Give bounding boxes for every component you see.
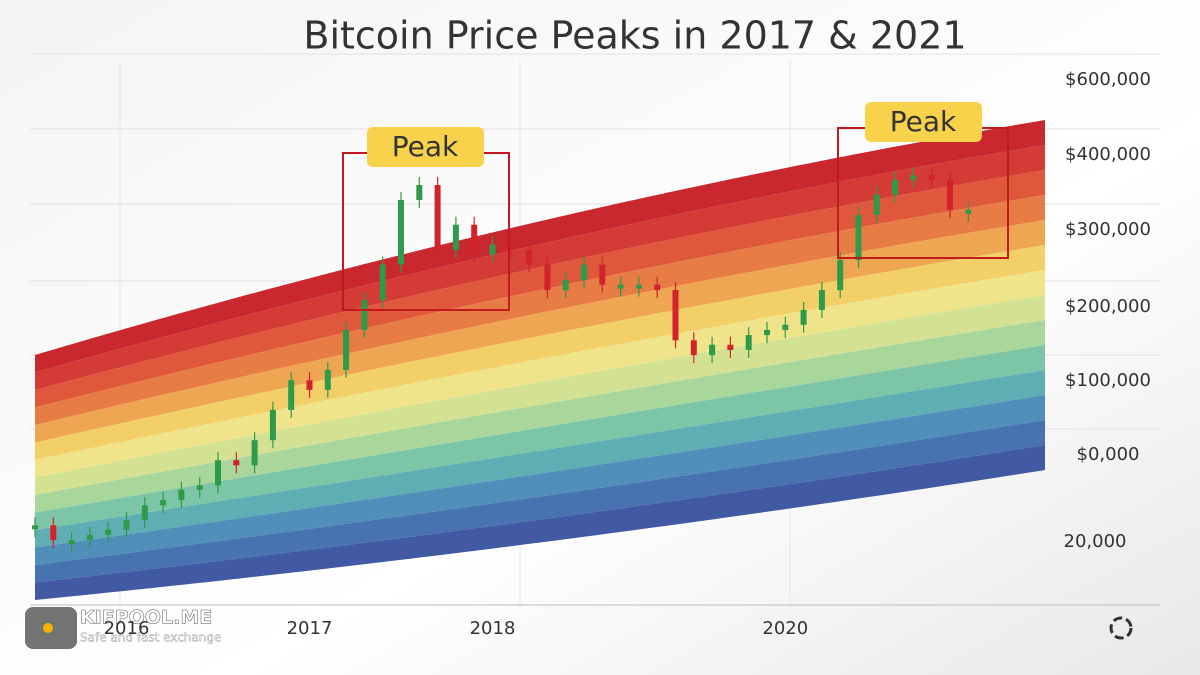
x-tick-label: 2017: [287, 618, 333, 639]
candle: [324, 369, 331, 390]
y-tick-label: $0,000: [1077, 444, 1140, 465]
candle: [947, 179, 953, 210]
band: [35, 270, 1045, 478]
candle: [654, 284, 661, 291]
x-tick-label: 2016: [104, 618, 150, 639]
candle: [416, 185, 423, 200]
candle: [68, 540, 75, 545]
candle: [800, 309, 807, 325]
candle: [105, 529, 112, 535]
candle: [745, 335, 752, 350]
settings-icon: [1109, 616, 1133, 640]
band: [35, 320, 1045, 513]
candle: [635, 284, 642, 289]
candle: [288, 380, 295, 410]
candle: [233, 460, 240, 466]
candle: [837, 260, 844, 291]
candle: [690, 340, 697, 356]
annotation-badge: [865, 102, 982, 142]
candle: [764, 329, 770, 336]
annotation: Peak: [392, 130, 459, 163]
candle: [910, 175, 917, 180]
candle: [928, 175, 935, 180]
y-tick-label: $600,000: [1065, 69, 1151, 90]
band: [35, 120, 1045, 373]
candle: [141, 505, 148, 521]
candle: [782, 324, 789, 330]
band: [35, 370, 1045, 548]
band: [35, 195, 1045, 425]
candle: [86, 534, 93, 541]
band: [35, 420, 1045, 583]
candle: [892, 179, 899, 195]
band: [35, 295, 1045, 495]
band: [35, 220, 1045, 443]
chart-title: Bitcoin Price Peaks in 2017 & 2021: [303, 14, 966, 58]
candle: [562, 280, 569, 291]
band: [35, 345, 1045, 530]
candle: [123, 520, 130, 530]
candle: [452, 224, 459, 251]
band: [35, 245, 1045, 460]
annotation-badge: [367, 127, 484, 167]
candle: [855, 215, 862, 261]
candle: [398, 200, 404, 265]
candle: [873, 194, 880, 215]
candle: [965, 209, 972, 214]
candle: [471, 224, 478, 255]
candle: [160, 500, 167, 506]
y-tick-label: 20,000: [1064, 531, 1127, 552]
watermark-tagline: Safe and fast exchange: [80, 631, 221, 645]
candle: [489, 244, 496, 255]
band: [35, 395, 1045, 565]
candle: [507, 244, 514, 251]
y-tick-label: $400,000: [1065, 144, 1151, 165]
x-tick-label: 2018: [470, 618, 516, 639]
candle: [306, 380, 313, 390]
candle: [343, 329, 350, 370]
candle: [196, 485, 203, 490]
candle: [727, 344, 734, 350]
watermark-brand: KIFPOOL.ME: [80, 607, 212, 629]
candle: [599, 264, 606, 285]
candle: [251, 440, 258, 466]
candle: [617, 284, 624, 289]
candle: [581, 264, 587, 281]
candle: [50, 525, 57, 541]
candle: [178, 489, 185, 501]
band: [35, 445, 1045, 600]
candle: [818, 290, 825, 310]
y-tick-label: $200,000: [1065, 296, 1151, 317]
candle: [269, 409, 276, 441]
x-tick-label: 2020: [762, 618, 808, 639]
candle: [379, 264, 386, 301]
candle: [32, 525, 38, 530]
y-tick-label: $100,000: [1065, 370, 1151, 391]
candle: [544, 264, 551, 291]
y-tick-label: $300,000: [1065, 219, 1151, 240]
candle: [434, 185, 441, 251]
candle: [709, 344, 716, 356]
rainbow-bands: [35, 120, 1045, 600]
candles: [32, 167, 972, 553]
candle: [215, 460, 221, 486]
candle: [361, 300, 368, 330]
candle: [672, 290, 679, 341]
candle: [526, 250, 533, 265]
band: [35, 145, 1045, 390]
annotation: Peak: [890, 105, 957, 138]
logo-dot: [43, 623, 53, 633]
band: [35, 170, 1045, 408]
